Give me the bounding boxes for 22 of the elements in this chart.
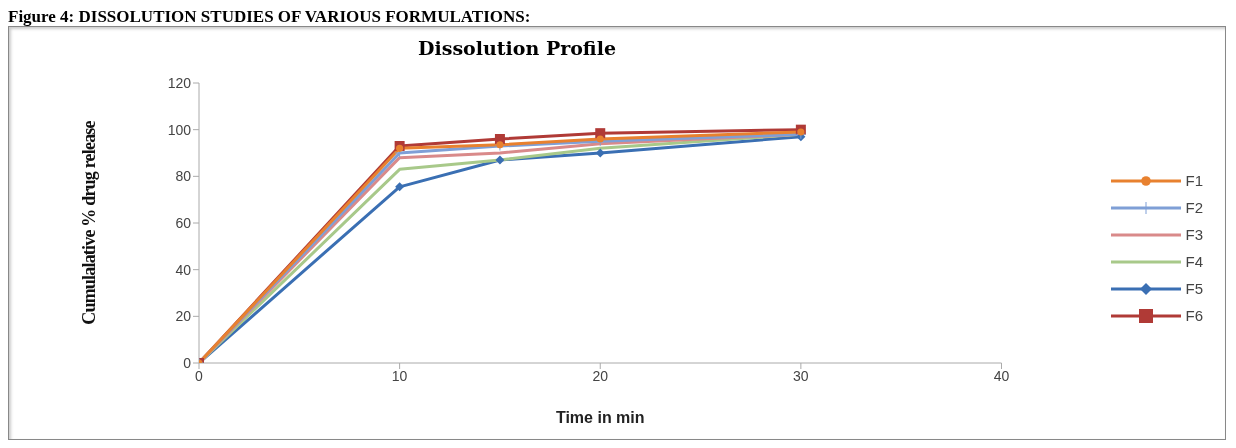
chart-title: Dissolution Profile <box>417 37 617 61</box>
y-tick-label: 80 <box>175 168 192 185</box>
x-tick-label: 40 <box>993 367 1010 384</box>
y-tick-label: 20 <box>175 308 192 325</box>
y-tick-label: 120 <box>167 74 192 91</box>
x-tick-label: 10 <box>391 367 408 384</box>
y-tick-label: 0 <box>183 354 192 371</box>
legend-label: F1 <box>1185 172 1203 189</box>
legend-label: F6 <box>1185 307 1203 324</box>
caption: Figure 4: DISSOLUTION STUDIES OF VARIOUS FORMULATIONS: <box>8 7 532 26</box>
y-tick-label: 100 <box>167 121 192 138</box>
x-tick-label: 30 <box>793 367 809 384</box>
legend-label: F5 <box>1185 280 1203 297</box>
x-tick-label: 20 <box>592 367 609 384</box>
x-axis-title: Time in min <box>555 409 645 426</box>
y-tick-label: 60 <box>175 214 192 231</box>
legend-label: F4 <box>1185 253 1203 270</box>
y-tick-label: 40 <box>175 261 192 278</box>
legend-label: F2 <box>1185 199 1203 216</box>
y-axis-title: Cumulalative % drug release <box>79 120 100 325</box>
x-tick-label: 0 <box>195 367 204 384</box>
legend-label: F3 <box>1185 226 1203 243</box>
